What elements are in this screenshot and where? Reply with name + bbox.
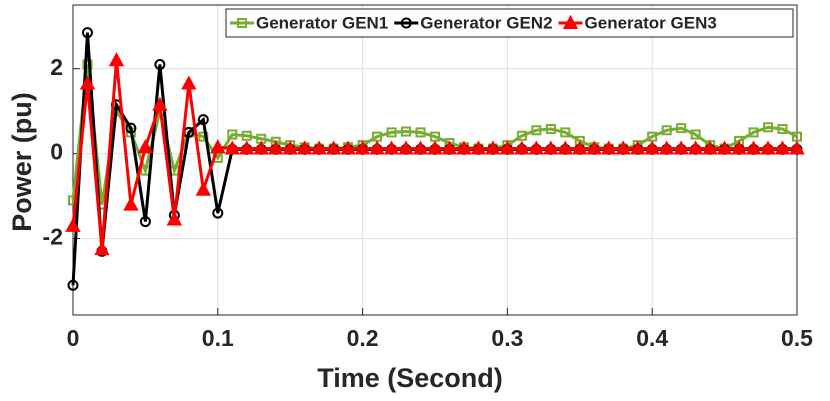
marker	[485, 140, 501, 155]
y-axis-label: Power (pu)	[7, 92, 37, 232]
marker	[658, 140, 675, 155]
y-tick-label: -2	[43, 224, 63, 250]
marker	[241, 130, 252, 141]
marker	[745, 140, 762, 155]
marker	[311, 140, 327, 155]
marker	[282, 140, 298, 155]
marker	[79, 75, 96, 90]
marker	[166, 211, 183, 226]
marker	[731, 140, 747, 155]
marker	[139, 216, 151, 228]
marker	[676, 123, 687, 134]
marker	[81, 27, 93, 39]
marker	[748, 127, 759, 138]
marker	[415, 127, 426, 138]
plot-area	[73, 5, 797, 315]
marker	[777, 124, 788, 134]
marker	[210, 139, 226, 154]
marker	[470, 140, 487, 155]
marker	[123, 196, 139, 211]
marker	[516, 130, 527, 141]
marker	[224, 140, 240, 155]
marker	[152, 96, 168, 111]
marker	[644, 140, 660, 155]
marker	[227, 129, 238, 140]
legend-marker	[237, 18, 247, 28]
legend-box	[225, 8, 794, 38]
marker	[125, 122, 137, 134]
marker	[702, 140, 718, 155]
legend-marker	[562, 14, 579, 29]
marker	[82, 59, 93, 70]
marker	[296, 140, 313, 155]
marker	[687, 140, 704, 155]
x-tick-label: 0.4	[636, 325, 668, 351]
marker	[412, 140, 429, 155]
marker	[369, 140, 385, 155]
x-tick-label: 0.2	[347, 325, 379, 351]
marker	[586, 140, 602, 155]
marker	[557, 140, 574, 155]
y-tick-label: 0	[50, 139, 63, 165]
marker	[716, 140, 733, 155]
x-tick-label: 0.5	[781, 325, 813, 351]
marker	[325, 140, 342, 155]
marker	[615, 140, 631, 155]
y-tick-label: 2	[50, 54, 63, 80]
marker	[560, 127, 571, 138]
marker	[398, 140, 414, 155]
marker	[340, 140, 356, 155]
marker	[514, 140, 530, 155]
marker	[137, 139, 154, 154]
marker	[94, 241, 110, 256]
axes-box	[72, 4, 798, 316]
marker	[690, 129, 701, 140]
marker	[253, 140, 269, 155]
marker	[67, 279, 79, 291]
marker	[268, 140, 284, 155]
marker	[197, 114, 209, 126]
marker	[401, 126, 412, 137]
marker	[456, 140, 472, 155]
marker	[789, 140, 805, 155]
legend-label: Generator GEN2	[420, 13, 552, 32]
marker	[545, 124, 556, 134]
marker	[195, 181, 212, 196]
legend-marker	[400, 17, 412, 29]
marker	[531, 125, 542, 136]
marker	[543, 140, 559, 155]
marker	[212, 207, 224, 219]
marker	[630, 140, 646, 155]
legend-label: Generator GEN3	[585, 13, 717, 32]
marker	[386, 127, 397, 138]
marker	[239, 140, 255, 155]
marker	[383, 140, 400, 155]
legend: Generator GEN1 Generator GEN2 Generator GE…	[225, 8, 794, 38]
x-tick-label: 0.3	[491, 325, 523, 351]
marker	[108, 52, 125, 67]
marker	[760, 140, 776, 155]
marker	[774, 140, 791, 155]
marker	[354, 140, 371, 155]
marker	[154, 58, 166, 70]
marker	[65, 217, 81, 232]
marker	[673, 140, 689, 155]
marker	[572, 140, 588, 155]
legend-label: Generator GEN1	[256, 13, 388, 32]
marker	[441, 140, 458, 155]
marker	[427, 140, 443, 155]
marker	[499, 140, 516, 155]
marker	[601, 140, 617, 155]
marker	[763, 122, 774, 133]
x-tick-label: 0	[67, 325, 80, 351]
marker	[661, 125, 672, 136]
x-tick-label: 0.1	[202, 325, 234, 351]
marker	[181, 75, 197, 90]
marker	[528, 140, 545, 155]
x-axis-label: Time (Second)	[317, 363, 503, 393]
